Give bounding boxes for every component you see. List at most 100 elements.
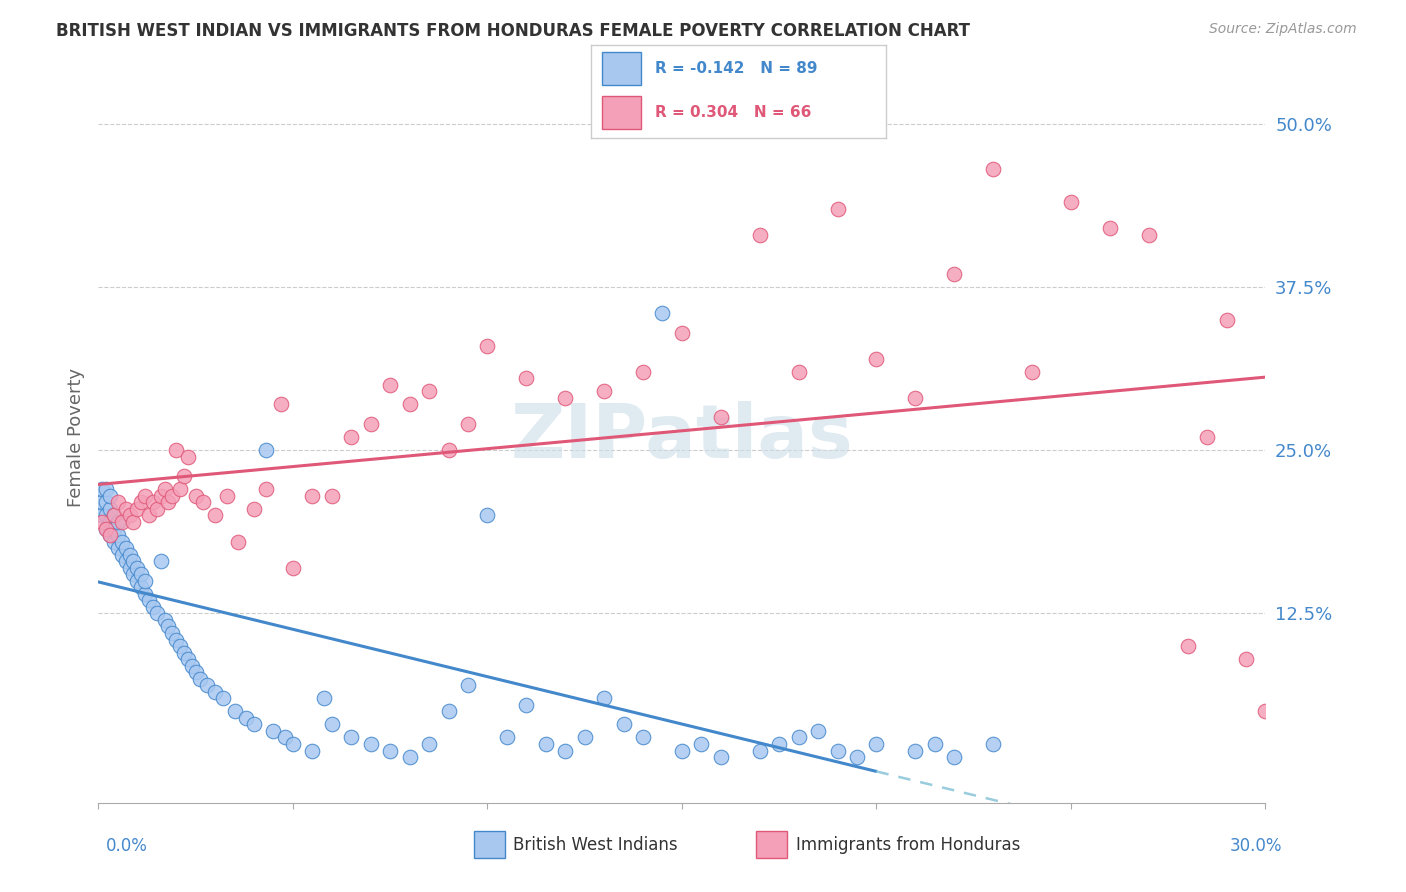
Point: [768, 737, 790, 751]
Point: [748, 227, 770, 242]
Point: [122, 515, 145, 529]
Point: [243, 717, 266, 731]
Point: [96, 521, 118, 535]
Point: [1177, 639, 1199, 653]
Text: 30.0%: 30.0%: [1230, 837, 1282, 855]
Point: [1254, 705, 1277, 719]
Text: 0.0%: 0.0%: [105, 837, 148, 855]
Point: [153, 613, 176, 627]
Point: [380, 743, 402, 757]
Point: [496, 731, 519, 745]
Point: [118, 548, 141, 562]
Point: [846, 750, 869, 764]
Point: [134, 587, 156, 601]
Point: [321, 717, 343, 731]
Point: [924, 737, 946, 751]
Bar: [602, 52, 641, 85]
Bar: [756, 831, 787, 858]
Point: [613, 717, 636, 731]
Point: [103, 521, 125, 535]
Text: Immigrants from Honduras: Immigrants from Honduras: [796, 836, 1021, 854]
Point: [321, 489, 343, 503]
Point: [1274, 678, 1296, 692]
Point: [134, 489, 156, 503]
Point: [98, 489, 121, 503]
Text: Source: ZipAtlas.com: Source: ZipAtlas.com: [1209, 22, 1357, 37]
Point: [98, 515, 121, 529]
Point: [477, 508, 499, 523]
Point: [177, 450, 200, 464]
Point: [114, 502, 136, 516]
Point: [195, 678, 218, 692]
Point: [671, 326, 693, 340]
Point: [943, 750, 966, 764]
Point: [153, 483, 176, 497]
Point: [96, 483, 118, 497]
Text: R = -0.142   N = 89: R = -0.142 N = 89: [655, 61, 818, 76]
Point: [593, 691, 616, 706]
Point: [1098, 221, 1121, 235]
Point: [96, 495, 118, 509]
Text: British West Indians: British West Indians: [513, 836, 678, 854]
Point: [98, 528, 121, 542]
Point: [107, 541, 129, 555]
Point: [173, 469, 195, 483]
Point: [1294, 443, 1316, 458]
Point: [224, 705, 246, 719]
Point: [281, 737, 304, 751]
Point: [111, 534, 134, 549]
Point: [1021, 365, 1043, 379]
Point: [554, 391, 576, 405]
Point: [107, 495, 129, 509]
Point: [96, 508, 118, 523]
Point: [188, 672, 211, 686]
Point: [865, 737, 887, 751]
Point: [554, 743, 576, 757]
Point: [1234, 652, 1257, 666]
Point: [534, 737, 557, 751]
Point: [184, 489, 207, 503]
Point: [142, 495, 165, 509]
Point: [235, 711, 257, 725]
Point: [477, 339, 499, 353]
Y-axis label: Female Poverty: Female Poverty: [66, 368, 84, 507]
Point: [254, 443, 277, 458]
Point: [129, 567, 152, 582]
Point: [457, 678, 479, 692]
Point: [1215, 312, 1237, 326]
Point: [118, 508, 141, 523]
Point: [180, 658, 202, 673]
Point: [340, 731, 363, 745]
Point: [254, 483, 277, 497]
Point: [162, 626, 184, 640]
Point: [138, 593, 160, 607]
Point: [671, 743, 693, 757]
Point: [107, 528, 129, 542]
Point: [312, 691, 335, 706]
Point: [149, 554, 172, 568]
Point: [807, 723, 830, 738]
Point: [114, 541, 136, 555]
Point: [146, 607, 169, 621]
Point: [710, 750, 733, 764]
Point: [169, 639, 191, 653]
Point: [1195, 430, 1218, 444]
Point: [593, 384, 616, 399]
Point: [943, 267, 966, 281]
Point: [437, 705, 460, 719]
Text: ZIPatlas: ZIPatlas: [510, 401, 853, 474]
Point: [165, 632, 187, 647]
Point: [91, 483, 114, 497]
Point: [149, 489, 172, 503]
Point: [457, 417, 479, 431]
Point: [515, 698, 537, 712]
Point: [138, 508, 160, 523]
Point: [631, 731, 654, 745]
Point: [340, 430, 363, 444]
Point: [437, 443, 460, 458]
Point: [215, 489, 238, 503]
Point: [111, 548, 134, 562]
Point: [360, 737, 382, 751]
Point: [204, 508, 226, 523]
Point: [631, 365, 654, 379]
